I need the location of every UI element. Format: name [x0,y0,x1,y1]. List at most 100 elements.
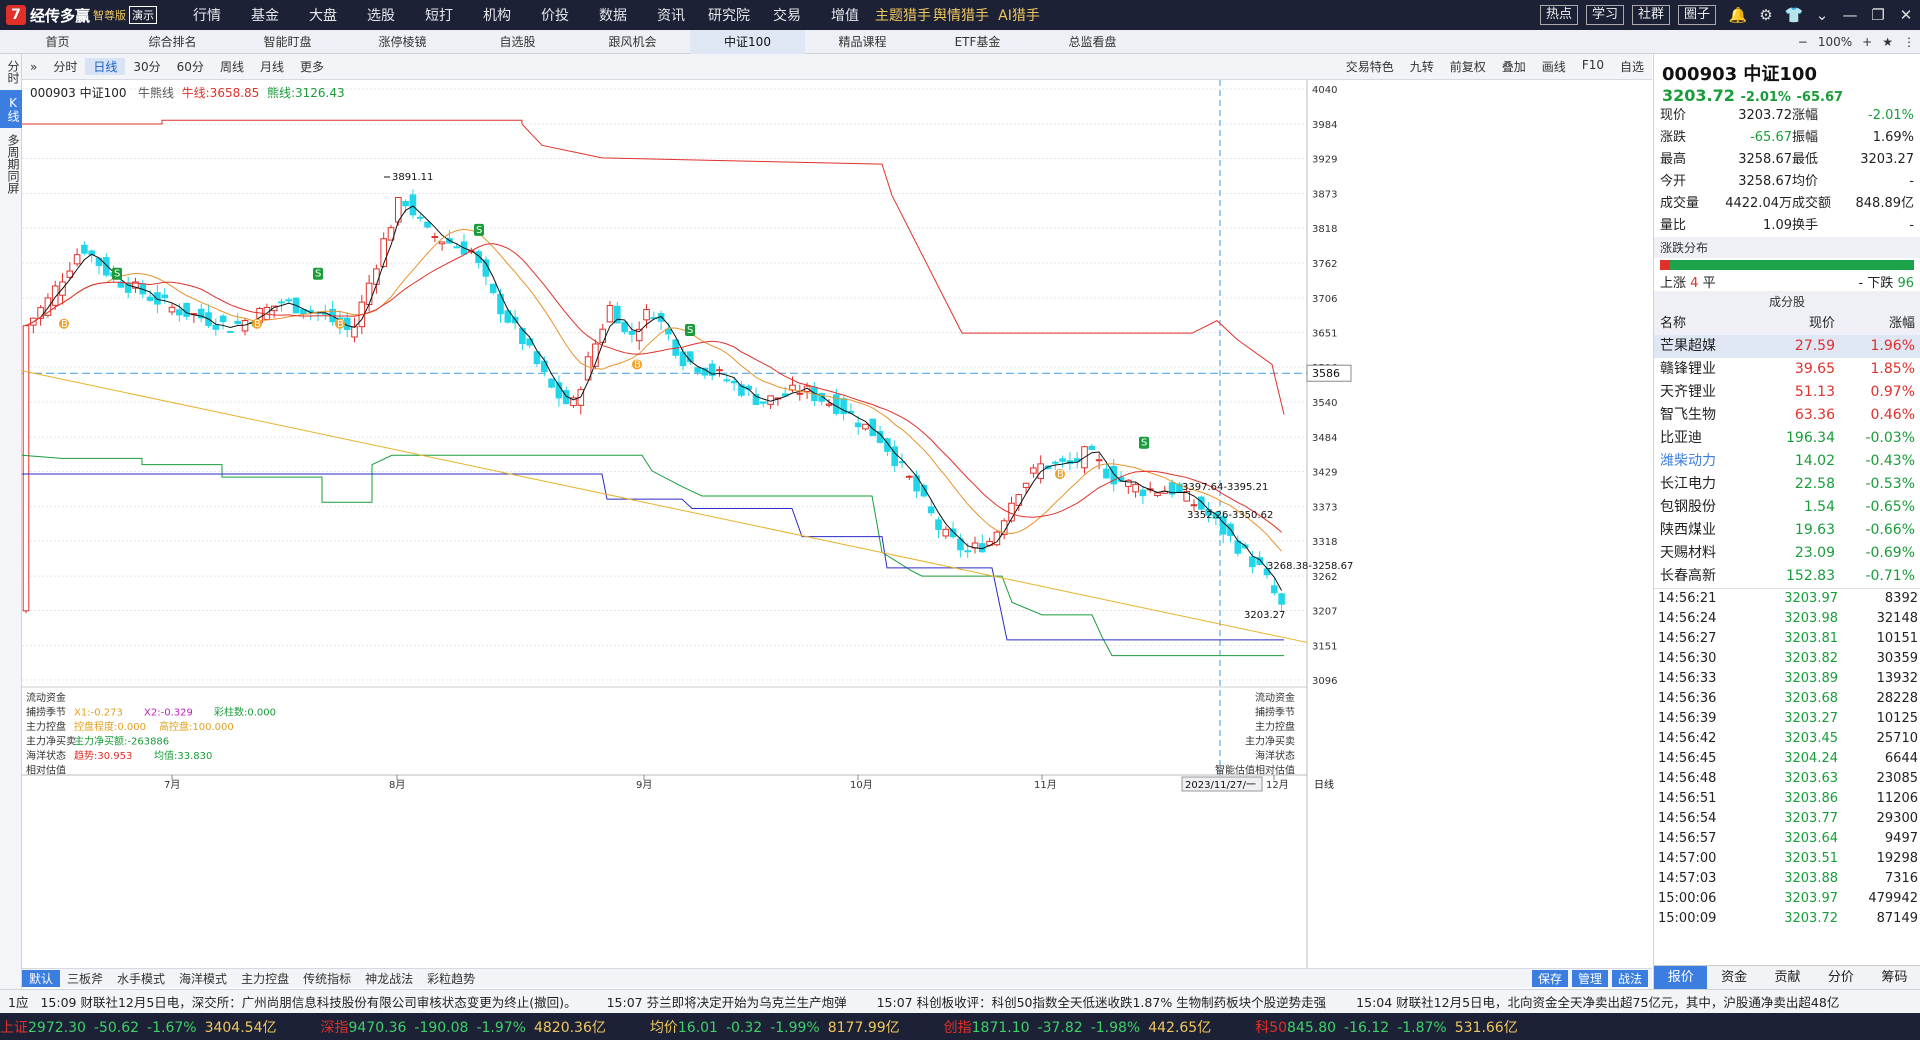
col-name[interactable]: 名称 [1660,316,1687,331]
table-row[interactable]: 潍柴动力 14.02 -0.43% [1654,450,1920,473]
ind-tab-3[interactable]: 海洋模式 [179,972,228,986]
index-item[interactable]: 均价16.01 -0.32 -1.99% 8177.99亿 [650,1017,908,1037]
tab-timeshare[interactable]: 分时 [6,60,20,84]
news-item[interactable]: 15:09 财联社12月5日电，深交所：广州尚朋信息科技股份有限公司审核状态变更… [40,995,577,1010]
tab-8[interactable]: ETF基金 [954,35,1001,49]
period-1[interactable]: 日线 [85,58,126,75]
index-item[interactable]: 上证2972.30 -50.62 -1.67% 3404.54亿 [0,1017,284,1037]
index-item[interactable]: 创指1871.10 -37.82 -1.98% 442.65亿 [944,1017,1220,1037]
tool-4[interactable]: 画线 [1541,60,1566,74]
right-tab-2[interactable]: 贡献 [1774,970,1801,985]
learn-button[interactable]: 学习 [1585,5,1624,25]
tab-7[interactable]: 精品课程 [838,35,887,49]
ind-tab-6[interactable]: 神龙战法 [365,972,414,986]
bell-icon[interactable]: 🔔 [1728,6,1748,24]
menu-item-4[interactable]: 短打 [425,8,453,24]
period-5[interactable]: 月线 [259,60,284,74]
news-item[interactable]: 15:07 芬兰即将决定开始为乌克兰生产炮弹 [606,995,847,1010]
period-6[interactable]: 更多 [299,60,324,74]
news-item[interactable]: 15:04 财联社12月5日电，北向资金全天净卖出超75亿元，其中，沪股通净卖出… [1356,995,1840,1010]
gear-icon[interactable]: ⚙ [1759,6,1773,24]
right-tab-0[interactable]: 报价 [1654,966,1708,989]
menu-item-12[interactable]: 主题猎手 [875,8,931,24]
ind-tab-2[interactable]: 水手模式 [117,972,166,986]
tab-5[interactable]: 跟风机会 [608,35,657,49]
menu-item-9[interactable]: 研究院 [708,8,750,24]
tab-9[interactable]: 总监看盘 [1068,35,1117,49]
menu-item-11[interactable]: 增值 [831,8,859,24]
menu-item-3[interactable]: 选股 [367,8,395,24]
ind-tab-1[interactable]: 三板斧 [67,972,104,986]
tab-2[interactable]: 智能盯盘 [263,35,312,49]
tab-kline[interactable]: K线 [0,90,22,128]
table-row[interactable]: 长江电力 22.58 -0.53% [1654,473,1920,496]
tool-0[interactable]: 交易特色 [1345,60,1394,74]
table-row[interactable]: 天齐锂业 51.13 0.97% [1654,381,1920,404]
table-row[interactable]: 比亚迪 196.34 -0.03% [1654,427,1920,450]
right-tab-1[interactable]: 资金 [1721,970,1748,985]
tab-0[interactable]: 首页 [45,35,70,49]
right-tab-4[interactable]: 筹码 [1881,970,1908,985]
period-4[interactable]: 周线 [219,60,244,74]
ind-tab-5[interactable]: 传统指标 [303,972,352,986]
tab-multi-period[interactable]: 多周期同屏 [6,134,20,194]
menu-item-1[interactable]: 基金 [251,8,279,24]
table-row[interactable]: 陕西煤业 19.63 -0.66% [1654,519,1920,542]
zoom-in-icon[interactable]: + [1862,34,1873,49]
table-row[interactable]: 智飞生物 63.36 0.46% [1654,404,1920,427]
period-2[interactable]: 30分 [133,60,161,74]
tool-3[interactable]: 叠加 [1501,60,1526,74]
news-item[interactable]: 15:07 科创板收评：科创50指数全天低迷收跌1.87% 生物制药板块个股逆势… [876,995,1327,1010]
period-3[interactable]: 60分 [176,60,204,74]
circle-button[interactable]: 圈子 [1677,5,1716,25]
chevron-double-icon[interactable]: » [30,59,38,74]
zoom-out-icon[interactable]: − [1797,34,1808,49]
more-icon[interactable]: ⋮ [1903,34,1915,49]
menu-item-6[interactable]: 价投 [541,8,569,24]
index-item[interactable]: 科50845.80 -16.12 -1.87% 531.66亿 [1255,1017,1526,1037]
col-price[interactable]: 现价 [1808,316,1835,331]
tool-6[interactable]: 自选 [1619,60,1644,74]
ind-action-0[interactable]: 保存 [1531,970,1568,987]
kline-svg[interactable]: 4040398439293873381837623706365135963540… [21,80,1652,968]
ind-tab-7[interactable]: 彩粒趋势 [427,972,476,986]
right-tab-3[interactable]: 分价 [1827,970,1854,985]
menu-item-0[interactable]: 行情 [193,8,221,24]
tool-1[interactable]: 九转 [1409,60,1434,74]
tab-4[interactable]: 自选股 [499,35,536,49]
ind-tab-0[interactable]: 默认 [22,970,61,987]
tab-1[interactable]: 综合排名 [148,35,197,49]
col-change[interactable]: 涨幅 [1888,316,1915,331]
bull-bear-label[interactable]: 牛熊线 [137,86,174,100]
table-row[interactable]: 包钢股份 1.54 -0.65% [1654,496,1920,519]
menu-item-13[interactable]: 舆情猎手 [933,8,989,24]
close-icon[interactable]: ✕ [1899,6,1913,24]
tab-6[interactable]: 中证100 [690,29,805,54]
menu-item-14[interactable]: AI猎手 [998,8,1040,24]
index-item[interactable]: 深指9470.36 -190.08 -1.97% 4820.36亿 [320,1017,613,1037]
table-row[interactable]: 天赐材料 23.09 -0.69% [1654,542,1920,565]
hot-button[interactable]: 热点 [1539,5,1578,25]
table-row[interactable]: 赣锋锂业 39.65 1.85% [1654,358,1920,381]
chevron-down-icon[interactable]: ⌄ [1815,6,1829,24]
tool-2[interactable]: 前复权 [1449,60,1486,74]
kline-chart[interactable]: 4040398439293873381837623706365135963540… [21,80,1652,985]
minimize-icon[interactable]: — [1842,6,1858,24]
table-row[interactable]: 长春高新 152.83 -0.71% [1654,565,1920,588]
menu-item-2[interactable]: 大盘 [309,8,337,24]
community-button[interactable]: 社群 [1631,5,1670,25]
menu-item-8[interactable]: 资讯 [657,8,685,24]
menu-item-5[interactable]: 机构 [483,8,511,24]
period-0[interactable]: 分时 [53,60,78,74]
restore-icon[interactable]: ❐ [1871,6,1885,24]
ind-action-2[interactable]: 战法 [1611,970,1648,987]
tool-5[interactable]: F10 [1581,58,1604,72]
tab-3[interactable]: 涨停棱镜 [378,35,427,49]
ind-tab-4[interactable]: 主力控盘 [241,972,290,986]
table-row[interactable]: 芒果超媒 27.59 1.96% [1654,335,1920,358]
shirt-icon[interactable]: 👕 [1784,6,1804,24]
menu-item-10[interactable]: 交易 [773,8,801,24]
star-icon[interactable]: ★ [1882,34,1893,49]
menu-item-7[interactable]: 数据 [599,8,627,24]
ind-action-1[interactable]: 管理 [1571,970,1608,987]
